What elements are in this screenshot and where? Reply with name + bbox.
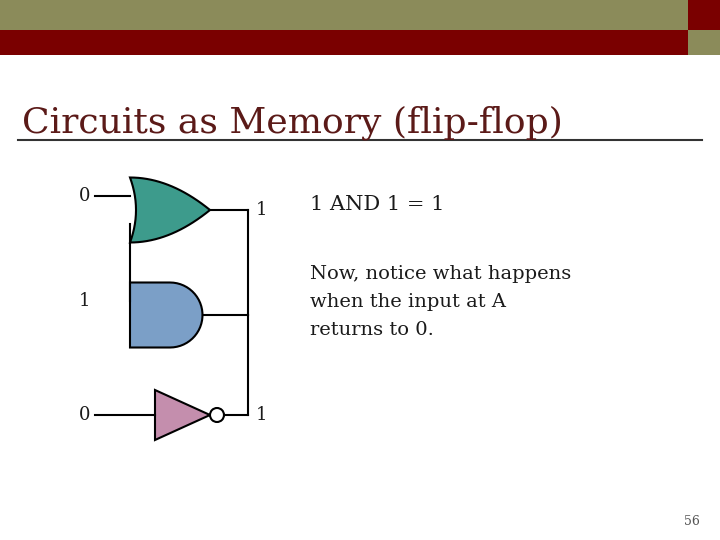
Polygon shape xyxy=(155,390,210,440)
Text: 1 AND 1 = 1: 1 AND 1 = 1 xyxy=(310,195,444,214)
Bar xyxy=(0,0,720,30)
Text: 0: 0 xyxy=(78,187,90,205)
Circle shape xyxy=(210,408,224,422)
Text: 1: 1 xyxy=(256,201,268,219)
Text: 56: 56 xyxy=(684,515,700,528)
Text: Circuits as Memory (flip-flop): Circuits as Memory (flip-flop) xyxy=(22,105,563,139)
Bar xyxy=(688,0,720,30)
Polygon shape xyxy=(130,178,210,242)
Text: Now, notice what happens
when the input at A
returns to 0.: Now, notice what happens when the input … xyxy=(310,265,571,339)
Polygon shape xyxy=(130,282,202,348)
Text: 1: 1 xyxy=(256,406,268,424)
Bar xyxy=(0,30,720,55)
Text: 0: 0 xyxy=(78,406,90,424)
Bar xyxy=(688,30,720,55)
Text: 1: 1 xyxy=(78,292,90,310)
